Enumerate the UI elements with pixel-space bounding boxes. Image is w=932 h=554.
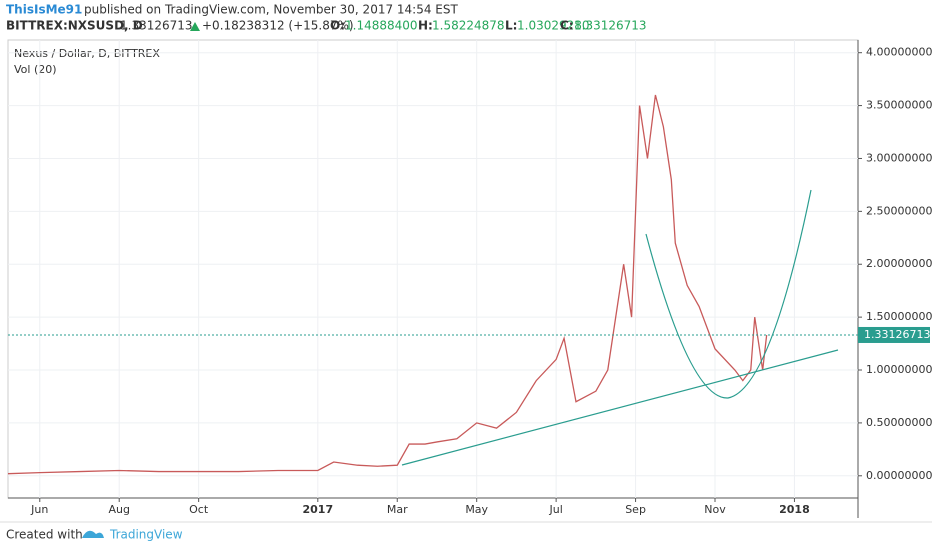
symbol: BITTREX:NXSUSD, D [6,19,143,33]
x-tick-label: 2017 [303,503,334,516]
y-tick-label: 4.00000000 [866,46,932,59]
trend-line [401,349,839,466]
plot-frame [7,39,859,499]
cup-curve [645,189,812,399]
y-tick-label: 3.50000000 [866,99,932,112]
x-tick-label: Jun [30,503,48,516]
last-price-box [858,326,930,343]
x-tick-label: Nov [704,503,726,516]
y-tick-label: 1.50000000 [866,310,932,323]
o-label: O: [330,19,345,33]
up-arrow [190,22,200,31]
x-tick-label: Oct [189,503,209,516]
y-tick-label: 0.00000000 [866,469,932,482]
y-tick-label: 0.50000000 [866,416,932,429]
y-tick-label: 3.00000000 [866,151,932,164]
chart-title: Nexus / Dollar, D, BITTREX [14,47,160,60]
x-tick-label: Sep [625,503,646,516]
last: 1.33126713 [120,19,193,33]
price-line [7,94,768,475]
o: 1.14888400 [345,19,418,33]
c: 1.33126713 [574,19,647,33]
brand[interactable]: TradingView [109,528,183,542]
x-tick-label: Mar [387,503,408,516]
change: +0.18238312 (+15.87%) [202,19,354,33]
l: 1.03029280 [517,19,590,33]
h: 1.58224878 [432,19,505,33]
l-label: L: [505,19,517,33]
last-price-label: 1.33126713 [864,328,930,341]
author[interactable]: ThisIsMe91 [6,3,82,17]
created: Created with [6,528,83,542]
x-tick-label: Aug [108,503,129,516]
h-label: H: [418,19,433,33]
y-tick-label: 1.00000000 [866,363,932,376]
x-tick-label: Jul [548,503,562,516]
logo [82,530,104,538]
x-tick-label: May [465,503,488,516]
volume-label: Vol (20) [14,63,57,76]
published: published on TradingView.com, November 3… [84,3,459,17]
c-label: C: [560,19,574,33]
y-tick-label: 2.00000000 [866,257,932,270]
y-tick-label: 2.50000000 [866,204,932,217]
x-tick-label: 2018 [779,503,810,516]
